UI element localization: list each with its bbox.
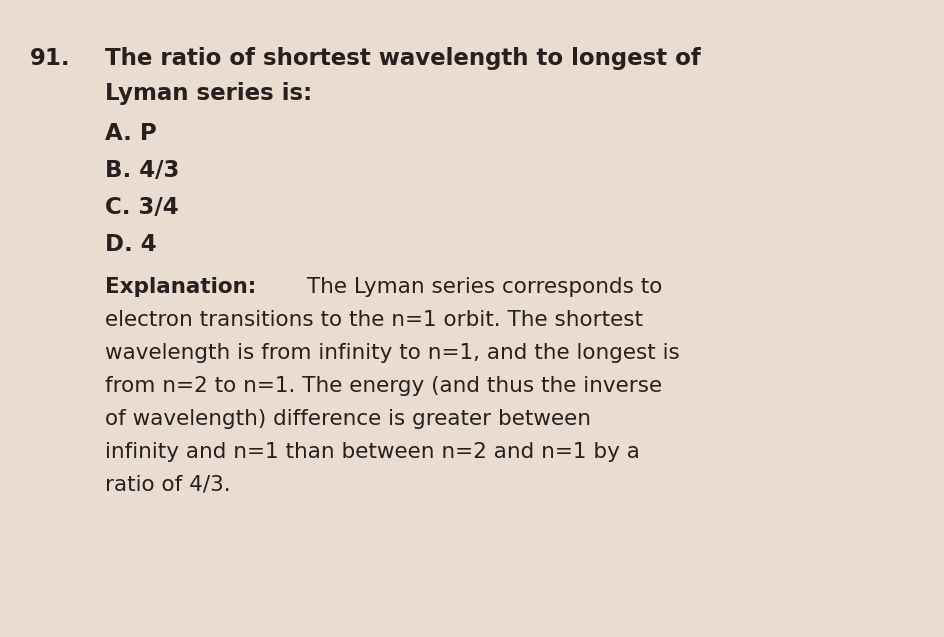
Text: infinity and n=1 than between n=2 and n=1 by a: infinity and n=1 than between n=2 and n=… — [105, 442, 640, 462]
Text: The ratio of shortest wavelength to longest of: The ratio of shortest wavelength to long… — [105, 47, 700, 70]
Text: 91.: 91. — [30, 47, 71, 70]
Text: electron transitions to the n=1 orbit. The shortest: electron transitions to the n=1 orbit. T… — [105, 310, 643, 330]
Text: of wavelength) difference is greater between: of wavelength) difference is greater bet… — [105, 409, 591, 429]
Text: D. 4: D. 4 — [105, 233, 157, 256]
Text: from n=2 to n=1. The energy (and thus the inverse: from n=2 to n=1. The energy (and thus th… — [105, 376, 662, 396]
Text: A. P: A. P — [105, 122, 157, 145]
Text: B. 4/3: B. 4/3 — [105, 159, 179, 182]
Text: Explanation:: Explanation: — [105, 277, 256, 297]
Text: wavelength is from infinity to n=1, and the longest is: wavelength is from infinity to n=1, and … — [105, 343, 680, 363]
Text: ratio of 4/3.: ratio of 4/3. — [105, 475, 230, 495]
Text: C. 3/4: C. 3/4 — [105, 196, 178, 219]
Text: Lyman series is:: Lyman series is: — [105, 82, 312, 105]
Text: The Lyman series corresponds to: The Lyman series corresponds to — [300, 277, 663, 297]
